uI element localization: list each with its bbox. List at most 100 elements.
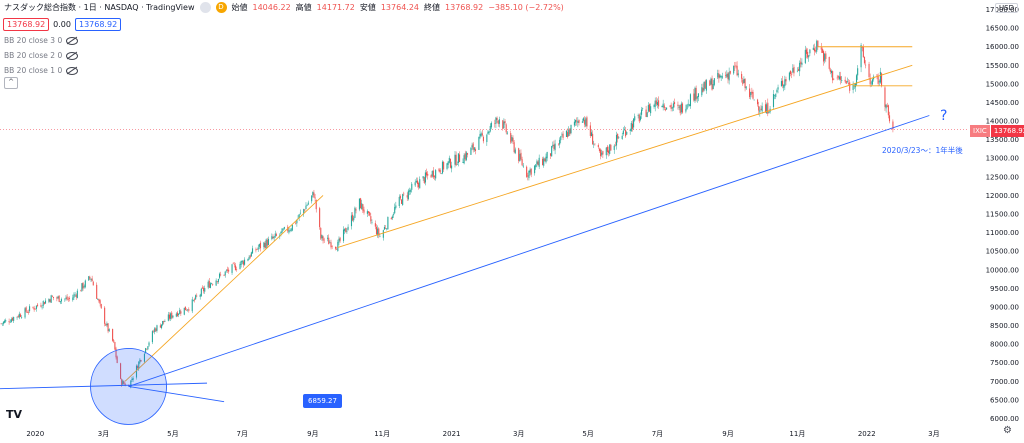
candle-body [561, 134, 563, 136]
candle-body [387, 216, 389, 230]
eye-hidden-icon[interactable] [66, 66, 79, 75]
indicator-row[interactable]: BB 20 close 2 0 [4, 51, 79, 60]
candle-body [226, 269, 229, 271]
indicator-row[interactable]: BB 20 close 3 0 [4, 36, 79, 45]
y-tick-label: 14000.00 [986, 118, 1019, 126]
candle-body [710, 78, 712, 85]
candle-body [844, 79, 846, 82]
trend-line [128, 386, 225, 403]
candle-body [74, 294, 76, 296]
candle-body [154, 328, 156, 333]
candle-body [597, 145, 599, 148]
candle-body [188, 309, 190, 311]
candle-body [19, 314, 22, 317]
candle-body [432, 170, 434, 178]
candle-body [305, 205, 307, 210]
candle-body [602, 151, 604, 155]
candle-body [670, 104, 672, 109]
candle-body [175, 313, 177, 317]
candle-body [761, 106, 763, 112]
candle-body [860, 44, 862, 68]
y-tick-label: 9500.00 [990, 285, 1019, 293]
collapse-legend-button[interactable]: ^ [4, 77, 18, 89]
candle-body [255, 249, 257, 251]
candle-body [462, 162, 464, 163]
candle-body [744, 78, 746, 88]
candle-body [96, 284, 98, 299]
candle-body [201, 287, 204, 289]
indicator-row[interactable]: BB 20 close 1 0 [4, 66, 79, 75]
symbol-title[interactable]: ナスダック総合指数 · 1日 · NASDAQ · TradingView [4, 3, 195, 12]
candle-body [537, 161, 539, 166]
tradingview-logo[interactable]: TV [6, 408, 23, 421]
candle-body [758, 105, 760, 111]
candle-body [358, 198, 360, 210]
eye-hidden-icon[interactable] [66, 36, 79, 45]
y-tick-label: 12000.00 [986, 192, 1019, 200]
candle-body [808, 55, 810, 58]
y-tick-label: 10000.00 [986, 266, 1019, 274]
candle-body [314, 197, 316, 199]
candle-body [448, 157, 450, 163]
gear-icon[interactable]: ⚙ [1003, 425, 1012, 436]
delayed-badge[interactable]: D [215, 2, 227, 13]
candle-body [490, 122, 492, 128]
question-annotation[interactable]: ? [940, 108, 948, 124]
price-tag-symbol: IXIC [970, 125, 990, 137]
candle-body [208, 281, 210, 288]
candle-body [143, 353, 146, 362]
price-tag-value: 13768.92 [990, 125, 1024, 137]
candle-body [570, 124, 572, 134]
buy-price-box[interactable]: 13768.92 [74, 18, 122, 31]
candle-body [264, 242, 266, 249]
candle-body [130, 380, 132, 388]
x-tick-label: 2021 [443, 430, 461, 438]
candle-body [240, 260, 242, 265]
note-annotation[interactable]: 2020/3/23〜：1年半後 [882, 146, 963, 155]
candle-body [328, 237, 330, 245]
candle-body [529, 169, 531, 173]
y-tick-label: 7500.00 [990, 359, 1019, 367]
candle-body [321, 234, 323, 239]
candle-body [363, 209, 365, 213]
sell-price-box[interactable]: 13768.92 [3, 18, 50, 31]
candle-body [736, 65, 738, 76]
candle-body [2, 321, 4, 324]
candle-body [672, 103, 674, 108]
candle-body [793, 66, 795, 74]
candle-body [25, 307, 27, 312]
candle-body [296, 220, 298, 224]
candle-body [258, 243, 260, 247]
candle-body [749, 88, 751, 98]
candle-body [457, 153, 459, 164]
candle-body [594, 143, 596, 145]
candle-body [82, 282, 84, 289]
candle-body [416, 180, 419, 184]
candle-body [323, 239, 325, 241]
candle-body [98, 299, 100, 302]
candle-body [115, 348, 117, 358]
candle-body [734, 65, 736, 67]
candle-body [0, 323, 2, 325]
candle-body [805, 49, 808, 54]
candle-body [403, 193, 405, 195]
candle-body [729, 71, 731, 74]
candle-body [273, 236, 275, 239]
candle-body [191, 299, 193, 312]
candle-body [782, 80, 784, 86]
candle-body [505, 124, 507, 133]
price-label-annotation[interactable]: 6859.27 [303, 394, 342, 408]
currency-select[interactable]: USD [995, 3, 1018, 13]
candle-body [335, 246, 337, 249]
candle-body [886, 105, 888, 107]
candle-body [783, 84, 785, 88]
candle-body [399, 196, 401, 199]
candle-body [406, 195, 408, 198]
candle-body [441, 161, 444, 174]
indicator-label: BB 20 close 2 0 [4, 51, 63, 60]
candle-body [112, 328, 114, 341]
candle-body [719, 75, 721, 78]
eye-hidden-icon[interactable] [66, 51, 79, 60]
